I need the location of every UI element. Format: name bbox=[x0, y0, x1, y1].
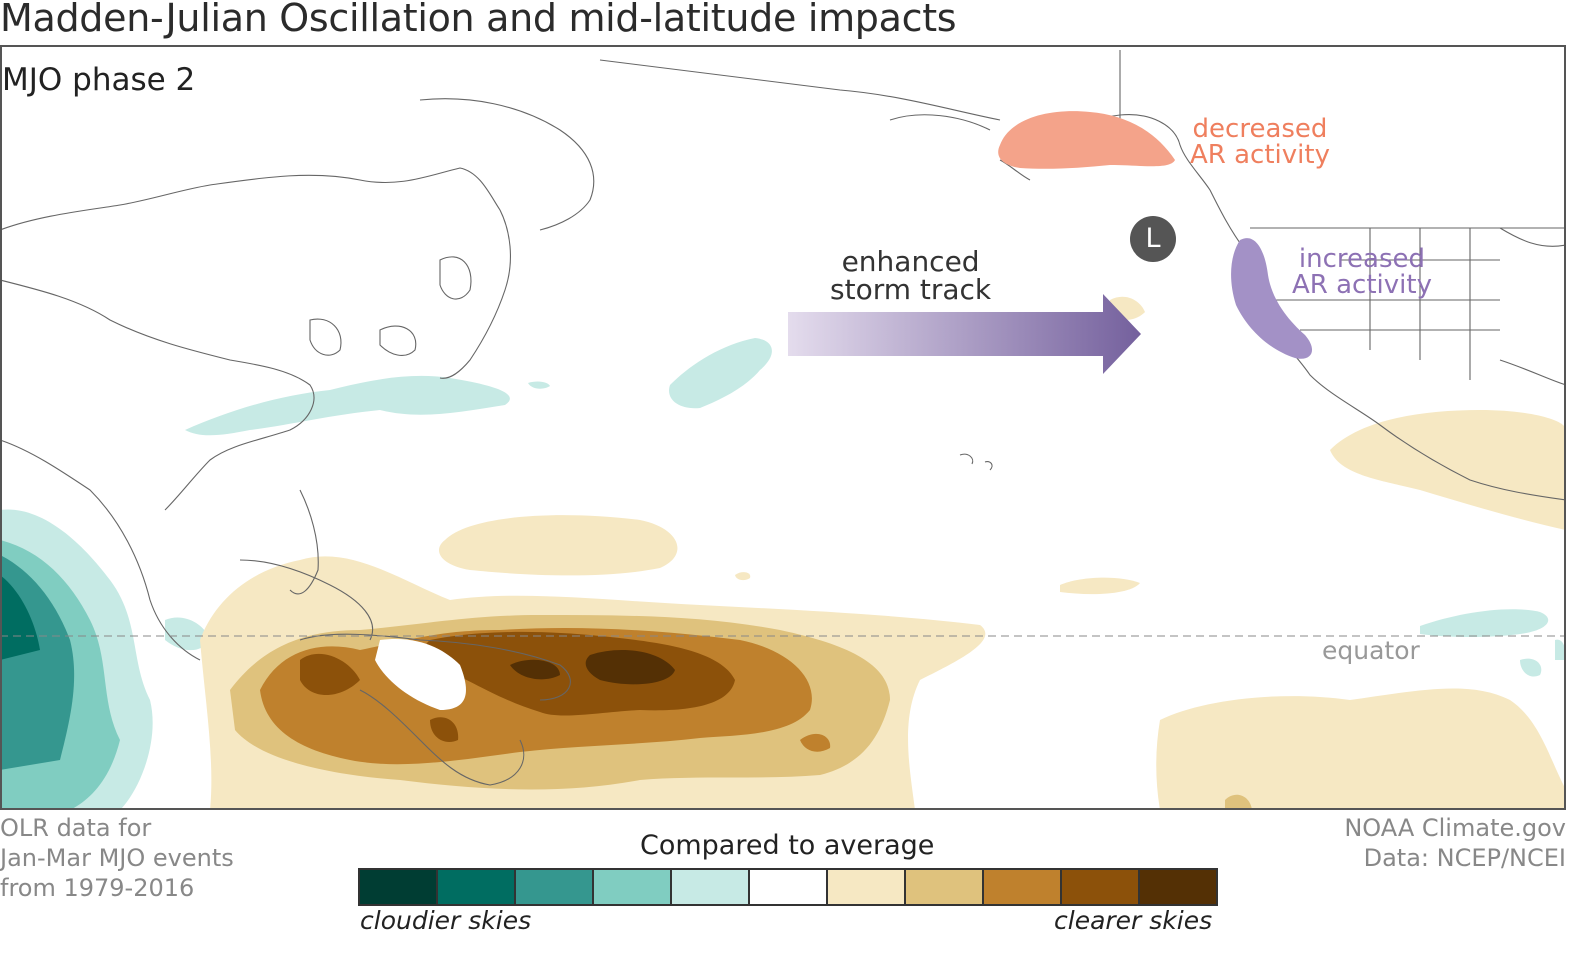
legend-swatch-8 bbox=[906, 870, 984, 904]
cloudier-anomaly-north-pacific bbox=[185, 338, 1564, 677]
increased-ar-label: increased AR activity bbox=[1292, 244, 1432, 300]
legend-swatch-2 bbox=[438, 870, 516, 904]
equator-label: equator bbox=[1322, 636, 1420, 665]
legend-swatch-5 bbox=[672, 870, 750, 904]
data-source-note: OLR data for Jan-Mar MJO events from 197… bbox=[0, 814, 234, 902]
clearer-anomaly-tropics bbox=[200, 296, 1564, 808]
legend-swatch-9 bbox=[984, 870, 1062, 904]
phase-label: MJO phase 2 bbox=[2, 62, 196, 98]
increased-ar-region bbox=[1231, 238, 1313, 359]
low-pressure-marker: L bbox=[1130, 216, 1176, 262]
legend-swatch-11 bbox=[1140, 870, 1216, 904]
storm-track-label: enhanced storm track bbox=[830, 245, 992, 306]
map-panel bbox=[0, 45, 1566, 810]
legend-title: Compared to average bbox=[640, 830, 935, 861]
legend-swatch-7 bbox=[828, 870, 906, 904]
legend-swatch-1 bbox=[360, 870, 438, 904]
map-svg bbox=[2, 50, 1564, 808]
legend-clearer-label: clearer skies bbox=[1054, 906, 1213, 935]
cloudier-anomaly-west bbox=[2, 509, 210, 808]
legend-color-bar bbox=[358, 868, 1218, 906]
legend-cloudier-label: cloudier skies bbox=[360, 906, 532, 935]
legend-swatch-6 bbox=[750, 870, 828, 904]
legend-swatch-4 bbox=[594, 870, 672, 904]
decreased-ar-label: decreased AR activity bbox=[1190, 114, 1330, 170]
legend-swatch-10 bbox=[1062, 870, 1140, 904]
legend-swatch-3 bbox=[516, 870, 594, 904]
storm-track-arrow bbox=[788, 294, 1141, 374]
credit-note: NOAA Climate.gov Data: NCEP/NCEI bbox=[1344, 814, 1566, 872]
chart-title: Madden-Julian Oscillation and mid-latitu… bbox=[0, 0, 957, 40]
decreased-ar-region bbox=[998, 111, 1175, 169]
